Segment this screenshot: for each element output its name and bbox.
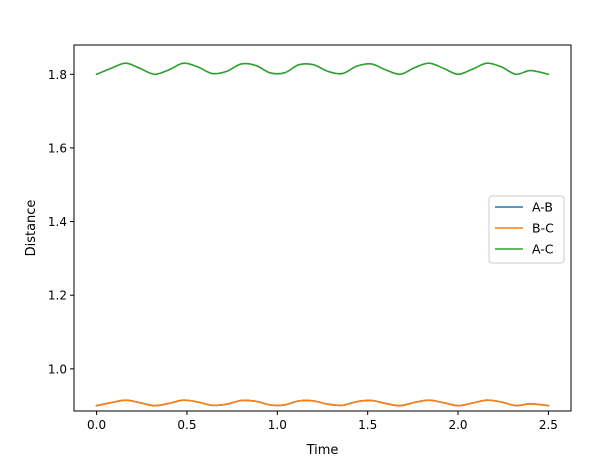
legend: A-B B-C A-C [488, 195, 565, 264]
legend-label-a-c: A-C [532, 242, 554, 257]
series-line-a-c [95, 62, 550, 76]
x-tick-label: 2.0 [448, 418, 467, 432]
legend-box [488, 195, 565, 264]
y-tick-label: 1.8 [48, 68, 67, 82]
axes-layer [73, 44, 572, 412]
series-line-b-c [95, 399, 550, 407]
y-axis-label: Distance [24, 200, 39, 257]
axes-frame [73, 44, 572, 412]
y-tick-label: 1.4 [48, 215, 67, 229]
series-layer [95, 62, 550, 407]
legend-label-a-b: A-B [532, 200, 553, 215]
x-tick-label: 0.5 [177, 418, 196, 432]
legend-label-b-c: B-C [532, 221, 554, 236]
y-tick-label: 1.2 [48, 289, 67, 303]
plot-area [74, 45, 571, 411]
y-tick-label: 1.6 [48, 141, 67, 155]
x-tick-label: 0.0 [87, 418, 106, 432]
ticks-layer: 0.0 0.5 1.0 1.5 2.0 2.5 1.0 1.2 1.4 1.6 1.8 [48, 68, 558, 432]
x-tick-label: 2.5 [539, 418, 558, 432]
y-tick-label: 1.0 [48, 362, 67, 376]
x-axis-label: Time [306, 443, 339, 458]
x-tick-label: 1.5 [358, 418, 377, 432]
x-tick-label: 1.0 [268, 418, 287, 432]
